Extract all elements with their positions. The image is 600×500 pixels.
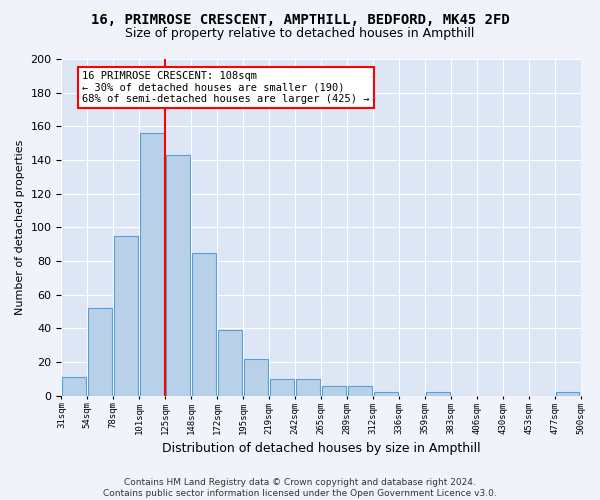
Bar [166,155,190,396]
Bar [115,236,138,396]
X-axis label: Distribution of detached houses by size in Ampthill: Distribution of detached houses by size … [161,442,480,455]
Bar [270,379,294,396]
Y-axis label: Number of detached properties: Number of detached properties [15,140,25,315]
Bar [244,359,268,396]
Text: Contains HM Land Registry data © Crown copyright and database right 2024.
Contai: Contains HM Land Registry data © Crown c… [103,478,497,498]
Bar [426,392,449,396]
Bar [374,392,398,396]
Bar [62,378,86,396]
Bar [322,386,346,396]
Bar [88,308,112,396]
Bar [192,252,216,396]
Text: 16 PRIMROSE CRESCENT: 108sqm
← 30% of detached houses are smaller (190)
68% of s: 16 PRIMROSE CRESCENT: 108sqm ← 30% of de… [82,71,370,104]
Bar [218,330,242,396]
Bar [556,392,580,396]
Text: 16, PRIMROSE CRESCENT, AMPTHILL, BEDFORD, MK45 2FD: 16, PRIMROSE CRESCENT, AMPTHILL, BEDFORD… [91,12,509,26]
Bar [348,386,372,396]
Text: Size of property relative to detached houses in Ampthill: Size of property relative to detached ho… [125,28,475,40]
Bar [296,379,320,396]
Bar [140,133,164,396]
